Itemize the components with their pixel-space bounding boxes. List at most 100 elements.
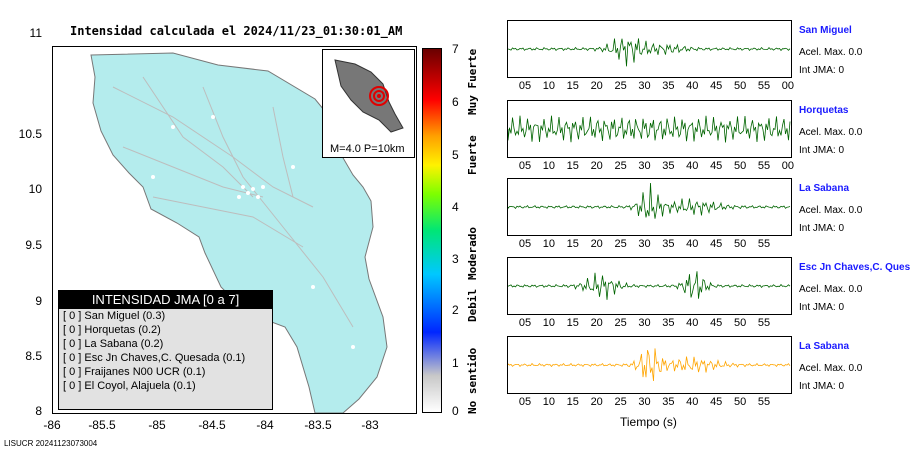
time-tick: 05: [518, 396, 532, 408]
x-tick: -85.5: [88, 418, 116, 432]
time-tick: 20: [590, 238, 603, 250]
colorbar-label: Fuerte: [466, 135, 479, 175]
station-jma-intensity: Int JMA: 0: [799, 145, 845, 156]
y-tick: 8: [35, 404, 42, 418]
seismogram-waveform: [507, 38, 791, 67]
station-max-accel: Acel. Max. 0.0: [799, 363, 863, 374]
epicenter-mid-ring-icon: [373, 90, 385, 102]
time-tick: 30: [638, 80, 651, 92]
time-tick: 40: [686, 160, 699, 172]
trace-time-ticks: 05 10 15 20 25 30 35 40 45 50 55: [507, 396, 790, 410]
road-network: [112, 76, 354, 328]
trace-time-ticks: 05 10 15 20 25 30 35 40 45 50 55 00: [507, 160, 794, 174]
station-jma-intensity: Int JMA: 0: [799, 381, 845, 392]
time-tick: 10: [542, 396, 556, 408]
x-tick: -83.5: [304, 418, 332, 432]
station-jma-intensity: Int JMA: 0: [799, 65, 845, 76]
trace-panel[interactable]: [507, 257, 792, 315]
trace-panel[interactable]: [507, 178, 792, 236]
y-tick: 11: [29, 26, 42, 40]
intensity-colorbar: [422, 48, 442, 413]
time-tick: 10: [542, 160, 556, 172]
x-tick: -84: [256, 418, 274, 432]
map-title: Intensidad calculada el 2024/11/23_01:30…: [70, 24, 403, 38]
legend-item: [ 0 ] Horquetas (0.2): [63, 324, 161, 336]
colorbar-tick: 5: [452, 148, 459, 162]
station-max-accel: Acel. Max. 0.0: [799, 47, 863, 58]
x-tick: -83: [361, 418, 379, 432]
x-tick: -84.5: [198, 418, 226, 432]
trace-panel[interactable]: [507, 100, 792, 158]
time-tick: 50: [733, 80, 747, 92]
time-tick: 25: [614, 317, 627, 329]
time-tick: 05: [518, 160, 532, 172]
y-tick: 8.5: [25, 349, 42, 363]
time-tick: 25: [614, 396, 627, 408]
legend-item: [ 0 ] San Miguel (0.3): [63, 310, 166, 322]
legend-item: [ 0 ] Esc Jn Chaves,C. Quesada (0.1): [63, 352, 246, 364]
seismogram-waveform: [507, 115, 791, 143]
time-tick: 40: [686, 396, 699, 408]
time-tick: 35: [662, 80, 675, 92]
time-tick: 30: [638, 317, 651, 329]
time-tick: 55: [757, 238, 771, 250]
station-markers: [151, 115, 355, 349]
trace-panel[interactable]: [507, 336, 792, 394]
y-tick: 10: [28, 182, 42, 196]
time-tick: 20: [590, 160, 603, 172]
seismogram-waveform: [507, 271, 791, 300]
costa-rica-map: [90, 52, 388, 413]
time-tick: 15: [566, 80, 579, 92]
x-tick: -85: [148, 418, 166, 432]
intensity-legend: INTENSIDAD JMA [0 a 7] [ 0 ] San Miguel …: [58, 290, 273, 410]
time-tick: 45: [710, 317, 723, 329]
time-tick: 30: [638, 396, 651, 408]
time-tick: 35: [662, 317, 675, 329]
y-tick: 9: [35, 294, 42, 308]
station-name: San Miguel: [799, 25, 852, 36]
trace-time-ticks: 05 10 15 20 25 30 35 40 45 50 55: [507, 238, 790, 252]
colorbar-tick: 0: [452, 404, 459, 418]
time-tick: 50: [733, 396, 747, 408]
time-tick: 35: [662, 238, 675, 250]
time-tick: 35: [662, 160, 675, 172]
time-tick: 55: [757, 396, 771, 408]
time-tick: 55: [757, 160, 771, 172]
time-tick: 30: [638, 160, 651, 172]
time-tick: 05: [518, 80, 532, 92]
location-inset-map: [322, 49, 415, 158]
station-name: Esc Jn Chaves,C. Ques: [799, 262, 910, 273]
time-tick: 40: [686, 80, 699, 92]
trace-panel[interactable]: [507, 20, 792, 78]
station-jma-intensity: Int JMA: 0: [799, 302, 845, 313]
time-tick: 45: [710, 160, 723, 172]
time-tick: 45: [710, 238, 723, 250]
station-name: La Sabana: [799, 183, 850, 194]
time-tick: 50: [733, 317, 747, 329]
colorbar-tick: 3: [452, 252, 459, 266]
seismogram-waveform: [507, 348, 791, 382]
colorbar-tick: 4: [452, 200, 459, 214]
station-name: Horquetas: [799, 105, 849, 116]
time-tick: 40: [686, 317, 699, 329]
time-tick: 20: [590, 317, 603, 329]
time-tick: 45: [710, 80, 723, 92]
time-tick: 50: [733, 160, 747, 172]
y-tick: 10.5: [18, 127, 42, 141]
time-tick: 45: [710, 396, 723, 408]
station-max-accel: Acel. Max. 0.0: [799, 127, 863, 138]
legend-item: [ 0 ] El Coyol, Alajuela (0.1): [63, 380, 196, 392]
seismogram-waveform: [507, 182, 791, 219]
time-axis-label: Tiempo (s): [620, 415, 677, 429]
time-tick: 50: [733, 238, 747, 250]
colorbar-label: Debil: [466, 288, 479, 322]
time-tick: 05: [518, 238, 532, 250]
station-max-accel: Acel. Max. 0.0: [799, 284, 863, 295]
y-tick: 9.5: [25, 238, 42, 252]
time-tick: 55: [757, 80, 771, 92]
time-tick: 10: [542, 317, 556, 329]
time-tick: 40: [686, 238, 699, 250]
colorbar-tick: 6: [452, 95, 459, 109]
footer-id: LISUCR 20241123073004: [4, 439, 98, 448]
time-tick: 10: [542, 80, 556, 92]
